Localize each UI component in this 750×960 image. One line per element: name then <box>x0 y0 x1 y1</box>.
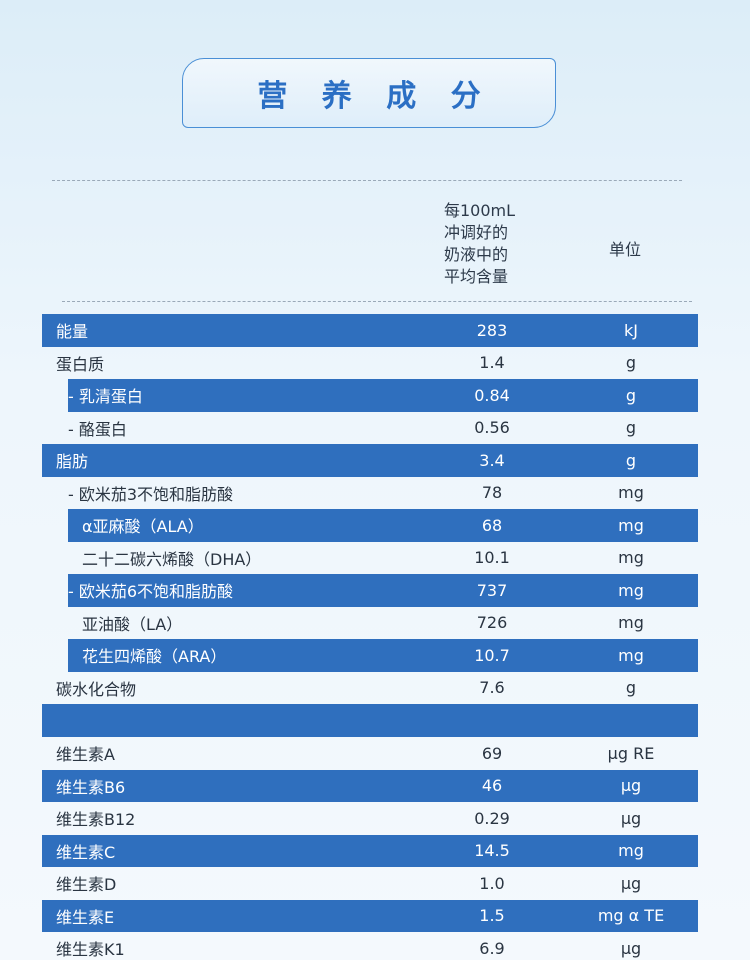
nutrient-amount: 10.1 <box>474 548 510 568</box>
table-row: 蛋白质 1.4 g <box>42 347 698 380</box>
nutrient-amount: 69 <box>481 743 503 763</box>
nutrient-unit: mg α TE <box>597 906 665 926</box>
nutrient-name: 维生素D <box>56 875 117 895</box>
nutrient-unit: mg <box>618 841 644 861</box>
nutrient-unit: kJ <box>624 320 638 340</box>
nutrient-name: - 欧米茄3不饱和脂肪酸 <box>68 484 234 504</box>
nutrient-name: 碳水化合物 <box>56 679 137 699</box>
nutrient-unit: μg <box>620 808 642 828</box>
table-row: - 欧米茄3不饱和脂肪酸 78 mg <box>42 477 698 510</box>
nutrient-amount: 737 <box>476 580 508 600</box>
nutrient-amount: 1.4 <box>479 353 505 373</box>
nutrient-name: 维生素E <box>56 907 115 927</box>
section-title-box: 营 养 成 分 <box>182 58 556 128</box>
nutrient-unit: g <box>625 353 637 373</box>
table-row: - 欧米茄6不饱和脂肪酸 737 mg <box>42 574 698 607</box>
column-header-amount-line: 每100mL <box>444 201 516 220</box>
table-row: α亚麻酸（ALA） 68 mg <box>42 509 698 542</box>
table-row: 花生四烯酸（ARA） 10.7 mg <box>42 639 698 672</box>
nutrient-unit: μg <box>620 776 642 796</box>
table-row: 亚油酸（LA） 726 mg <box>42 607 698 640</box>
nutrient-unit: mg <box>618 515 644 535</box>
nutrient-name: α亚麻酸（ALA） <box>82 517 204 537</box>
nutrient-unit: g <box>625 385 637 405</box>
nutrient-amount: 7.6 <box>479 678 505 698</box>
nutrient-amount: 78 <box>481 483 503 503</box>
column-header-unit: 单位 <box>608 240 641 259</box>
nutrient-amount: 10.7 <box>474 645 510 665</box>
nutrient-name: 维生素B6 <box>56 777 126 797</box>
nutrient-name: 维生素K1 <box>56 940 125 960</box>
nutrient-unit: g <box>625 450 637 470</box>
nutrient-name: 蛋白质 <box>56 354 105 374</box>
nutrient-unit: μg <box>620 938 642 958</box>
nutrient-unit: mg <box>618 580 644 600</box>
nutrient-unit: μg RE <box>607 743 655 763</box>
table-row: 脂肪 3.4 g <box>42 444 698 477</box>
nutrient-amount: 46 <box>481 776 503 796</box>
nutrient-amount: 6.9 <box>479 938 505 958</box>
nutrient-amount: 14.5 <box>474 841 510 861</box>
table-row: 能量 283 kJ <box>42 314 698 347</box>
table-row: 维生素D 1.0 μg <box>42 867 698 900</box>
nutrient-unit: mg <box>618 548 644 568</box>
nutrient-amount: 283 <box>476 320 508 340</box>
table-row: 维生素E 1.5 mg α TE <box>42 899 698 932</box>
nutrient-amount: 68 <box>481 515 503 535</box>
nutrient-unit: mg <box>618 613 644 633</box>
column-header-amount-line: 平均含量 <box>444 267 509 286</box>
table-row: - 酪蛋白 0.56 g <box>42 412 698 445</box>
nutrient-unit: μg <box>620 873 642 893</box>
nutrient-amount: 0.56 <box>474 418 510 438</box>
table-row: 维生素B12 0.29 μg <box>42 802 698 835</box>
column-header-amount-line: 冲调好的 <box>444 223 509 242</box>
table-row: 维生素B6 46 μg <box>42 769 698 802</box>
table-row: 维生素C 14.5 mg <box>42 834 698 867</box>
section-title: 营 养 成 分 <box>257 79 493 114</box>
nutrient-name: - 乳清蛋白 <box>68 387 143 407</box>
nutrient-amount: 3.4 <box>479 450 505 470</box>
table-spacer-row <box>42 704 698 737</box>
nutrient-unit: g <box>625 678 637 698</box>
nutrient-amount: 1.5 <box>479 906 505 926</box>
divider-top <box>52 180 682 181</box>
table-row: 碳水化合物 7.6 g <box>42 672 698 705</box>
nutrient-name: 维生素B12 <box>56 810 136 830</box>
nutrient-unit: g <box>625 418 637 438</box>
nutrient-amount: 1.0 <box>479 873 505 893</box>
nutrient-unit: mg <box>618 483 644 503</box>
nutrient-name: 二十二碳六烯酸（DHA） <box>82 549 262 569</box>
nutrient-unit: mg <box>618 645 644 665</box>
table-row: - 乳清蛋白 0.84 g <box>42 379 698 412</box>
table-row: 二十二碳六烯酸（DHA） 10.1 mg <box>42 542 698 575</box>
nutrient-amount: 0.29 <box>474 808 510 828</box>
nutrient-name: 亚油酸（LA） <box>82 614 183 634</box>
nutrient-name: 花生四烯酸（ARA） <box>82 647 227 667</box>
column-header-amount-line: 奶液中的 <box>444 245 509 264</box>
divider-header <box>62 301 692 302</box>
nutrient-name: 脂肪 <box>56 452 89 472</box>
nutrition-table: 能量 283 kJ 蛋白质 1.4 g - 乳清蛋白 0.84 g - 酪蛋白 0.56 g 脂肪 3.4… <box>42 314 698 960</box>
nutrient-amount: 0.84 <box>474 385 510 405</box>
table-row: 维生素K1 6.9 μg <box>42 932 698 960</box>
nutrient-amount: 726 <box>476 613 508 633</box>
nutrient-name: 维生素C <box>56 842 116 862</box>
column-header-amount: 每100mL 冲调好的 奶液中的 平均含量 <box>444 200 544 288</box>
nutrient-name: - 酪蛋白 <box>68 419 127 439</box>
nutrient-name: 维生素A <box>56 745 115 765</box>
nutrient-name: 能量 <box>56 322 89 342</box>
table-row: 维生素A 69 μg RE <box>42 737 698 770</box>
nutrient-name: - 欧米茄6不饱和脂肪酸 <box>68 582 234 602</box>
